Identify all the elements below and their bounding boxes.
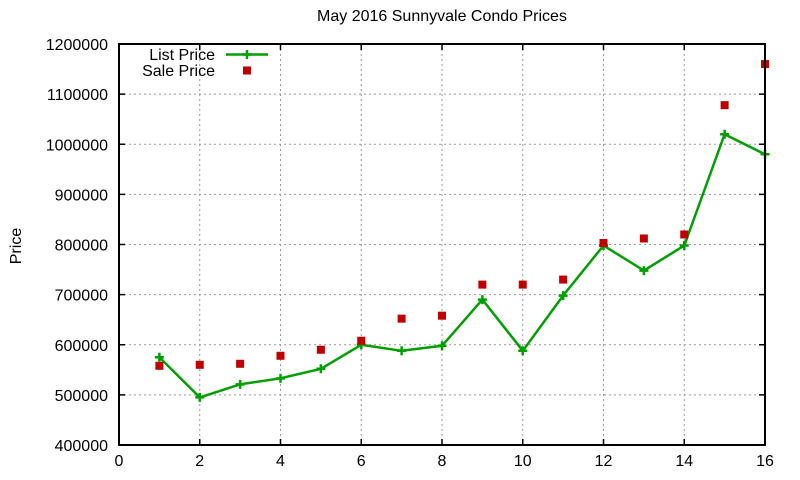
- data-point-plus: [316, 364, 326, 374]
- data-point-square: [559, 275, 568, 284]
- y-tick-label: 600000: [55, 338, 108, 355]
- x-tick-label: 8: [438, 453, 447, 470]
- data-point-plus: [154, 352, 164, 362]
- axis-layer: [118, 43, 766, 446]
- data-point-plus: [235, 379, 245, 389]
- legend-label-list-price: List Price: [149, 47, 215, 64]
- chart-title: May 2016 Sunnyvale Condo Prices: [317, 8, 567, 25]
- y-tick-label: 900000: [55, 187, 108, 204]
- data-point-plus: [477, 295, 487, 305]
- data-point-square: [438, 311, 446, 320]
- data-point-plus: [518, 346, 528, 356]
- data-point-square: [518, 280, 527, 289]
- grid-layer: [119, 44, 765, 445]
- data-point-plus: [397, 346, 407, 356]
- x-tick-label: 16: [756, 453, 774, 470]
- data-point-plus: [558, 291, 568, 301]
- y-tick-label: 1100000: [47, 87, 108, 104]
- data-point-plus: [276, 373, 285, 383]
- x-tick-label: 4: [276, 453, 285, 470]
- y-tick-label: 700000: [55, 288, 108, 305]
- legend-label-sale-price: Sale Price: [142, 63, 215, 80]
- series-layer: [154, 60, 770, 402]
- x-tick-label: 10: [514, 453, 532, 470]
- data-point-square: [316, 345, 325, 354]
- data-point-square: [478, 280, 487, 289]
- data-point-square: [357, 336, 366, 345]
- x-tick-label: 14: [675, 453, 693, 470]
- x-tick-label: 0: [115, 453, 124, 470]
- legend: List Price Sale Price: [142, 47, 268, 80]
- data-point-square: [236, 359, 245, 368]
- data-point-square: [599, 238, 608, 247]
- data-point-square: [720, 101, 729, 110]
- data-point-plus: [639, 266, 649, 276]
- y-tick-label: 1200000: [46, 37, 108, 54]
- x-tick-label: 2: [195, 453, 204, 470]
- data-point-square: [276, 351, 285, 360]
- series-line-0: [158, 132, 766, 399]
- legend-square-marker-icon: [243, 66, 251, 75]
- data-point-square: [195, 360, 204, 369]
- data-point-plus: [195, 392, 205, 402]
- y-tick-label: 1000000: [46, 137, 108, 154]
- data-point-square: [397, 314, 406, 323]
- x-tick-label: 6: [357, 453, 366, 470]
- data-point-square: [155, 361, 164, 370]
- data-point-plus: [720, 129, 730, 139]
- data-point-square: [639, 234, 648, 243]
- x-tick-label: 12: [595, 453, 613, 470]
- y-tick-label: 800000: [55, 238, 108, 255]
- data-point-plus: [679, 241, 689, 251]
- data-point-square: [680, 230, 689, 239]
- legend-plus-marker-icon: [242, 50, 252, 59]
- tick-label-layer: 400000 500000 600000 700000 800000 900000 1000…: [46, 37, 774, 470]
- data-point-plus: [437, 341, 447, 351]
- y-tick-label: 500000: [55, 388, 108, 405]
- y-tick-label: 400000: [55, 438, 108, 455]
